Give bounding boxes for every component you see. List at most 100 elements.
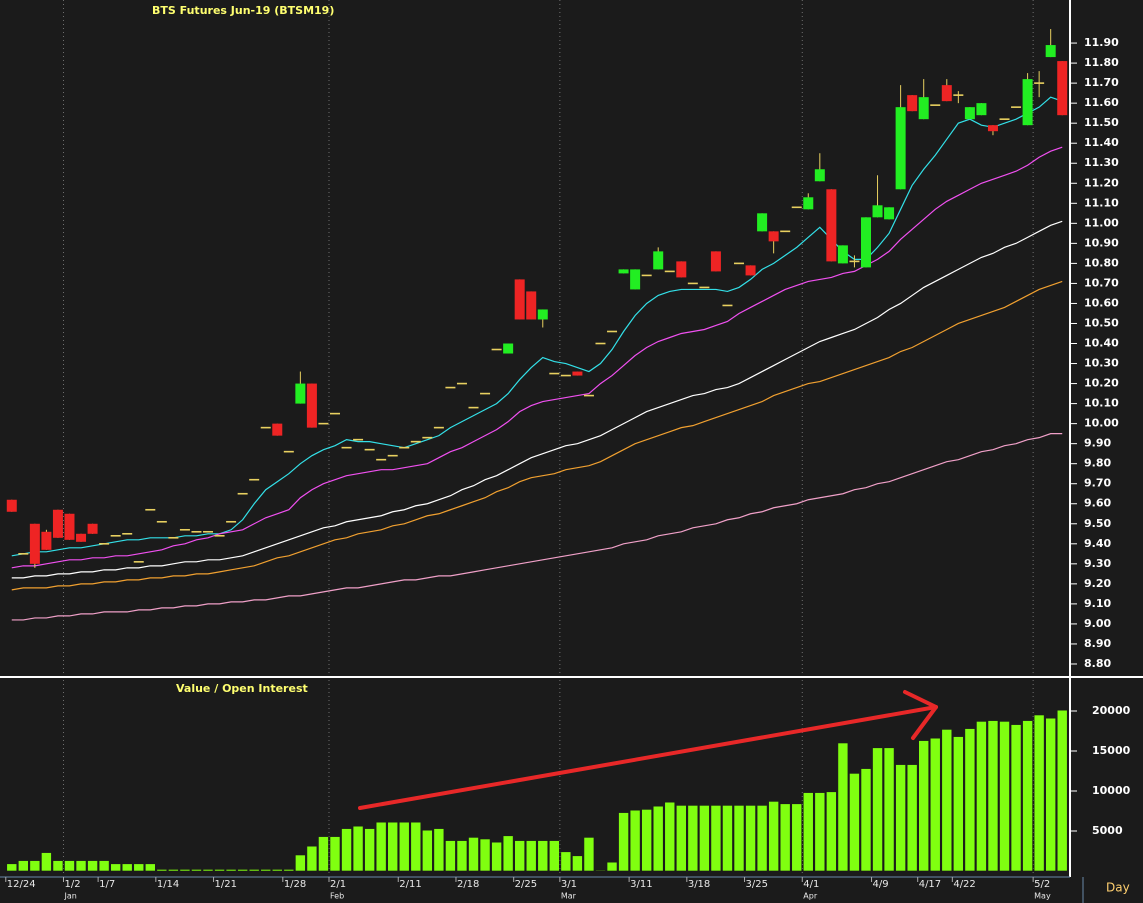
y-tick-label: 8.90 xyxy=(1084,637,1111,650)
candle-body xyxy=(860,217,871,268)
y-tick-label: 11.10 xyxy=(1084,196,1119,209)
candle-body xyxy=(341,446,352,449)
volume-bar xyxy=(595,869,606,872)
volume-bar xyxy=(191,869,202,872)
volume-bar xyxy=(722,805,733,872)
y-tick-label: 11.70 xyxy=(1084,76,1119,89)
candle-body xyxy=(918,97,929,120)
volume-bar xyxy=(248,869,260,872)
volume-bar xyxy=(525,840,537,872)
y-tick-label: 10.40 xyxy=(1084,337,1119,350)
y-tick-label: 9.50 xyxy=(1084,517,1111,530)
candle-body xyxy=(722,304,733,307)
candle-body xyxy=(884,207,895,220)
volume-bar xyxy=(479,838,491,872)
volume-bar xyxy=(98,860,110,872)
volume-bar xyxy=(652,805,664,872)
candle-body xyxy=(849,260,860,263)
volume-bar xyxy=(110,863,121,872)
volume-bar xyxy=(814,792,826,872)
y-tick-label: 11.40 xyxy=(1084,136,1119,149)
volume-bar xyxy=(802,792,814,872)
volume-bar xyxy=(883,747,895,872)
volume-bar xyxy=(918,740,930,872)
volume-bar xyxy=(745,805,756,872)
candle-body xyxy=(1045,45,1056,58)
candle-body xyxy=(537,309,548,320)
x-tick-label: 3/11 xyxy=(630,879,652,890)
candle-body xyxy=(826,189,837,262)
candle-body xyxy=(768,231,779,242)
volume-bar xyxy=(133,863,145,872)
volume-bar xyxy=(826,791,837,872)
candle-body xyxy=(514,279,525,320)
candle-body xyxy=(295,383,306,404)
y-tick-label: 20000 xyxy=(1092,704,1131,717)
candle-body xyxy=(156,520,167,523)
volume-bar xyxy=(791,803,803,872)
y-tick-label: 10.50 xyxy=(1084,316,1119,329)
volume-bar xyxy=(387,821,399,872)
volume-bar xyxy=(156,869,168,872)
candle-body xyxy=(930,104,941,106)
candle-body xyxy=(122,532,133,535)
candle-body xyxy=(353,438,364,441)
candle-body xyxy=(699,286,710,289)
volume-bar xyxy=(987,720,999,872)
y-tick-label: 5000 xyxy=(1092,824,1123,837)
volume-bar xyxy=(895,764,906,872)
volume-bar xyxy=(860,768,872,872)
volume-bar xyxy=(999,721,1010,872)
candle-body xyxy=(549,372,560,375)
month-label: Apr xyxy=(803,892,818,901)
candle-body xyxy=(734,262,745,265)
candle-body xyxy=(941,85,952,102)
volume-bar xyxy=(398,821,410,872)
volume-bar xyxy=(629,809,641,872)
candle-body xyxy=(583,394,594,397)
volume-bar xyxy=(1033,714,1045,872)
candle-body xyxy=(664,270,675,273)
candle-body xyxy=(364,448,375,451)
x-tick-label: 2/25 xyxy=(515,879,537,890)
month-label: May xyxy=(1034,892,1051,901)
candle-body xyxy=(907,95,918,112)
candle-body xyxy=(318,422,329,425)
candle-body xyxy=(687,282,698,285)
volume-bar xyxy=(664,801,676,872)
candle-body xyxy=(52,509,63,538)
volume-bar xyxy=(502,835,514,872)
volume-bar xyxy=(52,860,64,872)
y-tick-label: 11.90 xyxy=(1084,36,1119,49)
volume-bar xyxy=(375,821,387,872)
y-tick-label: 9.10 xyxy=(1084,597,1111,610)
month-label: Feb xyxy=(330,892,344,901)
y-tick-label: 8.80 xyxy=(1084,657,1111,670)
candle-body xyxy=(780,230,791,233)
candle-body xyxy=(433,426,444,429)
candle-body xyxy=(1011,106,1022,108)
trend-arrow xyxy=(358,690,938,810)
volume-bar xyxy=(271,869,283,872)
average-line xyxy=(11,96,1063,557)
volume-title: Value / Open Interest xyxy=(176,682,308,695)
candle-body xyxy=(41,531,52,550)
y-tick-label: 10.00 xyxy=(1084,417,1119,430)
x-tick-label: 3/25 xyxy=(746,879,768,890)
volume-bar xyxy=(537,840,549,872)
y-tick-label: 10.30 xyxy=(1084,357,1119,370)
volume-bar xyxy=(606,861,618,872)
y-tick-label: 10000 xyxy=(1092,784,1131,797)
candle-body xyxy=(168,536,179,539)
arrow-shaft xyxy=(358,705,938,810)
volume-bar xyxy=(941,729,953,872)
candle-body xyxy=(76,533,87,542)
candle-body xyxy=(249,478,260,481)
candle-body xyxy=(191,530,202,533)
average-line xyxy=(11,220,1063,579)
candle-body xyxy=(29,523,40,564)
candle-body xyxy=(87,523,98,534)
candle-body xyxy=(676,261,687,278)
